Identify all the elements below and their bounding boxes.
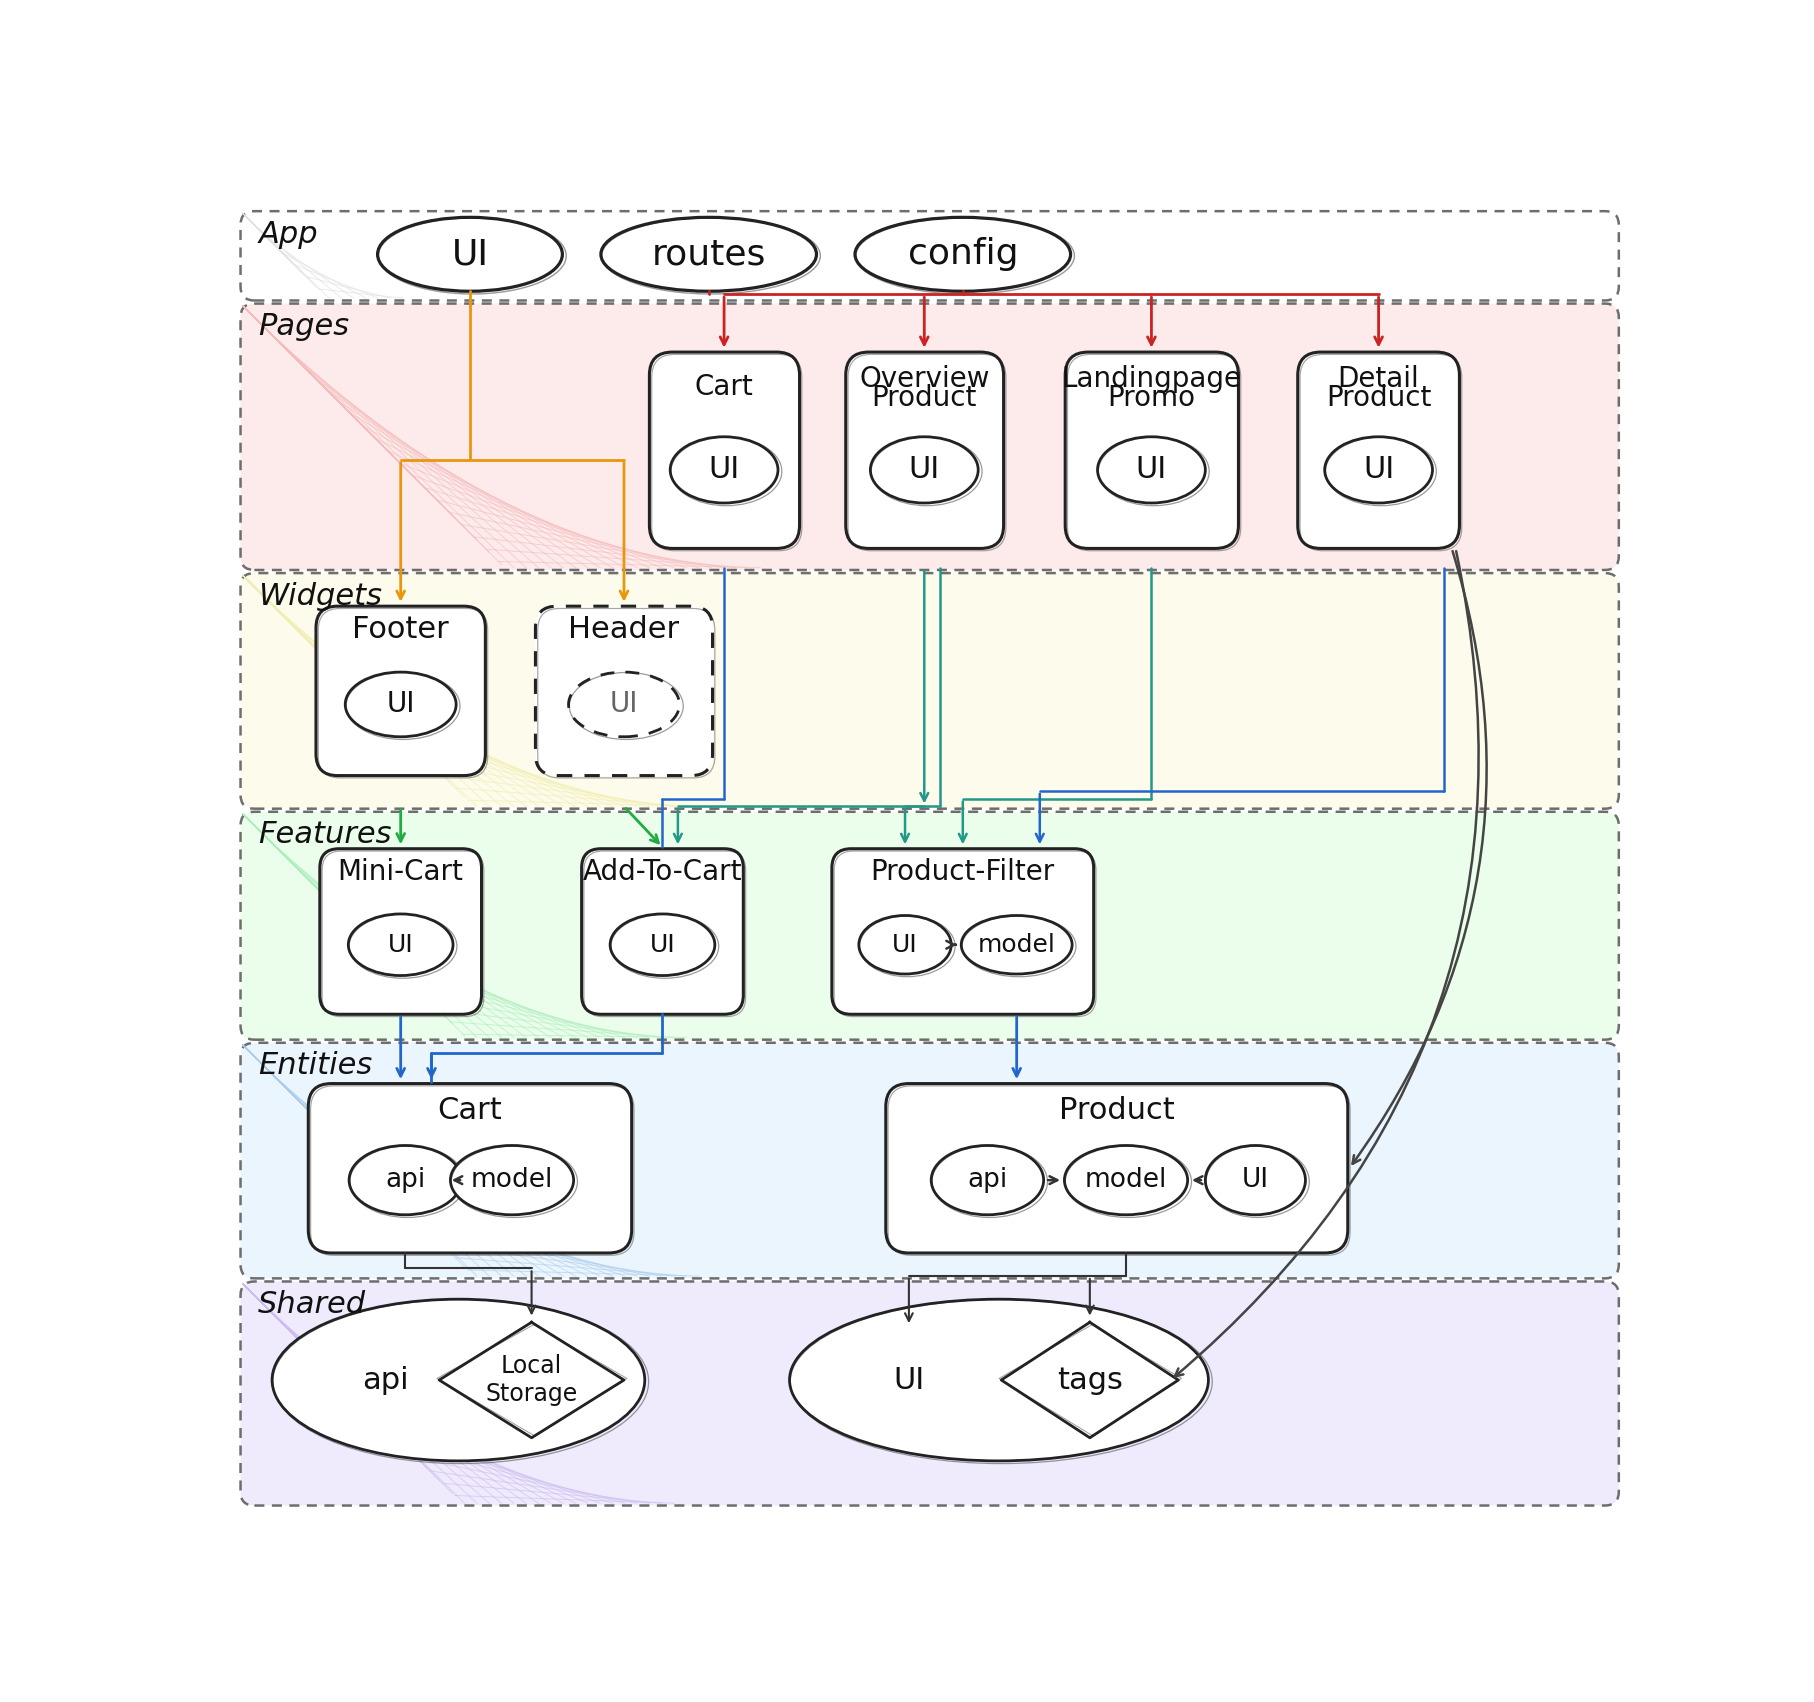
Text: Promo: Promo	[1107, 385, 1195, 412]
FancyBboxPatch shape	[241, 1282, 1618, 1506]
Ellipse shape	[789, 1299, 1208, 1460]
Ellipse shape	[610, 914, 715, 975]
Text: UI: UI	[388, 933, 414, 957]
FancyBboxPatch shape	[1065, 352, 1239, 548]
Ellipse shape	[1065, 1145, 1188, 1215]
Text: Header: Header	[568, 614, 680, 643]
Text: api: api	[385, 1168, 426, 1193]
Text: Add-To-Cart: Add-To-Cart	[582, 858, 742, 885]
Text: model: model	[1085, 1168, 1166, 1193]
Text: UI: UI	[386, 691, 415, 718]
Ellipse shape	[312, 1329, 459, 1430]
Ellipse shape	[669, 437, 778, 504]
Text: Footer: Footer	[352, 614, 450, 643]
Text: config: config	[907, 237, 1018, 271]
Text: Mini-Cart: Mini-Cart	[337, 858, 464, 885]
Text: UI: UI	[1243, 1168, 1270, 1193]
Text: UI: UI	[1362, 456, 1395, 485]
Text: tags: tags	[1058, 1365, 1123, 1394]
Ellipse shape	[348, 914, 454, 975]
FancyBboxPatch shape	[241, 211, 1618, 301]
FancyBboxPatch shape	[535, 606, 713, 776]
Ellipse shape	[836, 1329, 981, 1430]
Ellipse shape	[1097, 437, 1204, 504]
FancyBboxPatch shape	[319, 849, 481, 1014]
Text: Product-Filter: Product-Filter	[871, 858, 1056, 885]
FancyBboxPatch shape	[241, 1043, 1618, 1278]
FancyBboxPatch shape	[241, 303, 1618, 570]
Text: model: model	[472, 1168, 553, 1193]
FancyBboxPatch shape	[1297, 352, 1460, 548]
FancyBboxPatch shape	[308, 1084, 631, 1253]
Ellipse shape	[600, 218, 816, 291]
Text: UI: UI	[1136, 456, 1166, 485]
Ellipse shape	[272, 1299, 644, 1460]
FancyBboxPatch shape	[885, 1084, 1348, 1253]
Text: Product: Product	[871, 385, 978, 412]
Ellipse shape	[854, 218, 1070, 291]
Text: Pages: Pages	[258, 311, 350, 340]
FancyBboxPatch shape	[833, 849, 1094, 1014]
Text: Landingpage: Landingpage	[1061, 364, 1241, 393]
Text: App: App	[258, 220, 317, 248]
Text: Product: Product	[1326, 385, 1431, 412]
Text: UI: UI	[892, 1365, 925, 1394]
Text: UI: UI	[892, 933, 918, 957]
FancyBboxPatch shape	[316, 606, 486, 776]
Text: Cart: Cart	[695, 373, 753, 400]
Text: model: model	[978, 933, 1056, 957]
Text: Local
Storage: Local Storage	[486, 1355, 577, 1406]
Ellipse shape	[345, 672, 455, 737]
Text: Features: Features	[258, 820, 392, 849]
FancyBboxPatch shape	[649, 352, 800, 548]
Text: Shared: Shared	[258, 1290, 366, 1319]
FancyBboxPatch shape	[241, 574, 1618, 808]
Text: Widgets: Widgets	[258, 582, 383, 611]
Ellipse shape	[450, 1145, 573, 1215]
Ellipse shape	[961, 916, 1072, 974]
Text: UI: UI	[610, 691, 639, 718]
Text: UI: UI	[649, 933, 675, 957]
Text: api: api	[967, 1168, 1007, 1193]
Text: Detail: Detail	[1337, 364, 1420, 393]
Text: Product: Product	[1059, 1096, 1175, 1125]
FancyBboxPatch shape	[241, 812, 1618, 1040]
Ellipse shape	[931, 1145, 1043, 1215]
Text: api: api	[363, 1365, 408, 1394]
Ellipse shape	[377, 218, 562, 291]
Text: UI: UI	[709, 456, 740, 485]
Ellipse shape	[1204, 1145, 1306, 1215]
Text: Entities: Entities	[258, 1052, 372, 1081]
Text: UI: UI	[452, 237, 488, 271]
Ellipse shape	[348, 1145, 461, 1215]
FancyBboxPatch shape	[845, 352, 1003, 548]
Text: Overview: Overview	[860, 364, 989, 393]
Ellipse shape	[568, 672, 680, 737]
Ellipse shape	[858, 916, 951, 974]
Ellipse shape	[1324, 437, 1433, 504]
Text: UI: UI	[909, 456, 940, 485]
FancyBboxPatch shape	[582, 849, 744, 1014]
Ellipse shape	[871, 437, 978, 504]
Text: routes: routes	[651, 237, 766, 271]
Text: Cart: Cart	[437, 1096, 502, 1125]
